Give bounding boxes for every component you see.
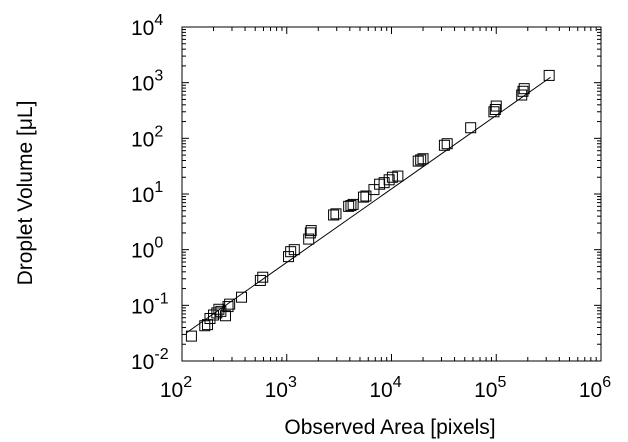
data-point	[305, 225, 317, 237]
x-axis-tick-labels: 102 103 104 105 106	[160, 374, 611, 402]
data-point	[222, 301, 234, 313]
y-tick-label: 10-1	[131, 290, 169, 318]
y-axis-label: Droplet Volume [μL]	[14, 101, 37, 286]
data-point	[417, 153, 429, 165]
y-tick-label: 101	[131, 179, 163, 207]
data-point	[328, 209, 340, 221]
data-point	[343, 200, 355, 212]
data-point	[517, 85, 529, 97]
data-point	[288, 244, 300, 256]
data-point	[201, 319, 213, 331]
data-point	[360, 190, 372, 202]
fit-line-layer	[186, 76, 551, 334]
data-point	[357, 191, 369, 203]
data-point	[518, 83, 530, 95]
data-point	[254, 274, 266, 286]
y-tick-label: 102	[131, 123, 163, 151]
data-point	[543, 69, 555, 81]
data-point	[224, 298, 236, 310]
x-tick-label: 106	[579, 374, 611, 402]
y-axis-ticks	[182, 26, 601, 362]
y-tick-label: 103	[131, 68, 163, 96]
data-point	[441, 138, 453, 150]
data-point	[489, 103, 501, 115]
data-point	[345, 200, 357, 212]
data-point	[185, 330, 197, 342]
y-axis-tick-labels: 10-2 10-1 100 101 102 103 104	[131, 12, 169, 374]
y-tick-label: 10-2	[131, 346, 169, 374]
data-point	[516, 89, 528, 101]
x-axis-label: Observed Area [pixels]	[284, 416, 495, 439]
data-point	[488, 106, 500, 118]
y-tick-label: 100	[131, 235, 163, 263]
data-point	[213, 303, 225, 315]
data-point	[219, 310, 231, 322]
fit-line	[186, 76, 551, 334]
x-tick-label: 105	[474, 374, 506, 402]
data-point	[465, 122, 477, 134]
x-tick-label: 102	[160, 374, 192, 402]
data-point	[438, 139, 450, 151]
x-tick-label: 103	[265, 374, 297, 402]
data-point	[392, 170, 404, 182]
data-point	[204, 313, 216, 325]
data-point	[330, 208, 342, 220]
x-axis-ticks	[181, 27, 602, 361]
x-tick-label: 104	[369, 374, 401, 402]
data-point	[304, 227, 316, 239]
data-point	[257, 271, 269, 283]
data-point	[415, 154, 427, 166]
data-point	[490, 100, 502, 112]
data-point	[383, 174, 395, 186]
data-point	[211, 307, 223, 319]
data-point	[285, 246, 297, 258]
data-point	[347, 198, 359, 210]
data-point	[303, 233, 315, 245]
data-point	[236, 291, 248, 303]
y-tick-label: 104	[131, 12, 163, 40]
data-markers	[185, 69, 555, 342]
